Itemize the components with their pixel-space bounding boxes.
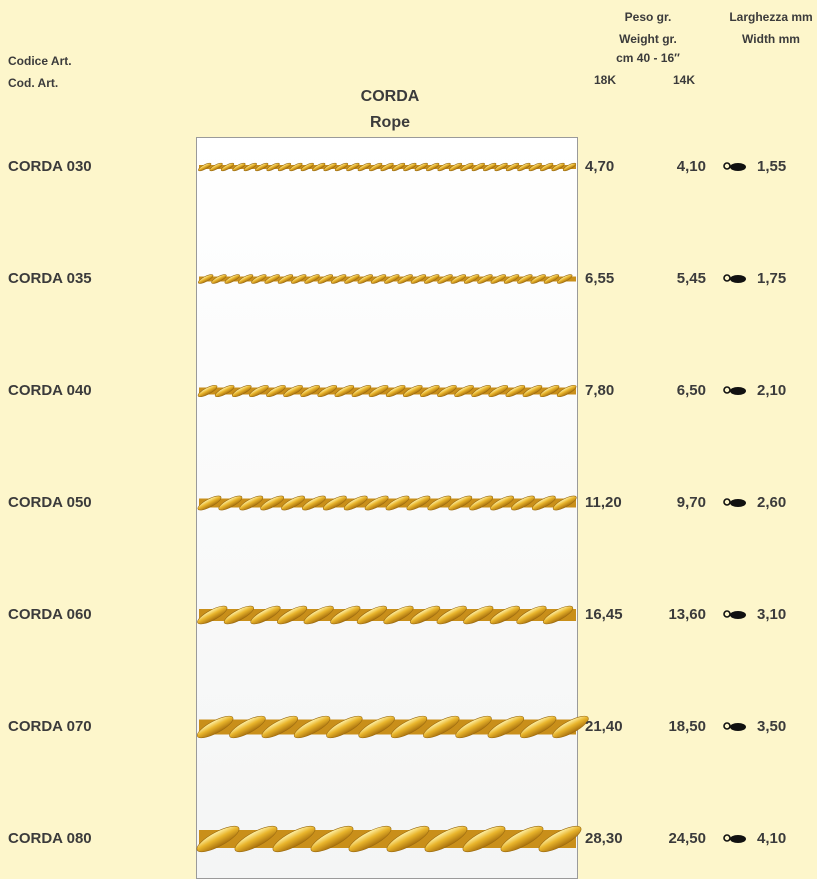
chain-image (197, 605, 576, 625)
width-value: 3,50 (757, 718, 787, 735)
item-code: CORDA 080 (8, 830, 92, 847)
width-value: 1,55 (757, 158, 787, 175)
weight-14k: 9,70 (676, 494, 706, 511)
clasp-icon (723, 498, 746, 507)
item-code: CORDA 050 (8, 494, 92, 511)
width-value: 3,10 (757, 606, 787, 623)
clasp-icon (723, 722, 746, 731)
product-subtitle: Rope (370, 114, 410, 131)
width-label-en: Width mm (742, 32, 800, 46)
weight-14k: 5,45 (676, 270, 706, 287)
weight-14k: 18,50 (668, 718, 706, 735)
chain-image (196, 825, 582, 853)
chain-image (197, 384, 577, 398)
item-code: CORDA 035 (8, 270, 92, 287)
weight-14k: 6,50 (676, 382, 706, 399)
chain-image (196, 715, 589, 739)
clasp-icon (723, 834, 746, 843)
width-value: 4,10 (757, 830, 787, 847)
weight-14k: 24,50 (668, 830, 706, 847)
clasp-icon (723, 162, 746, 171)
weight-18k: 11,20 (585, 494, 622, 511)
clasp-icon (723, 610, 746, 619)
width-label-it: Larghezza mm (729, 10, 813, 24)
chain-image (197, 274, 576, 284)
weight-18k: 4,70 (585, 158, 615, 175)
gold-18k-label: 18K (593, 73, 617, 87)
gold-14k-label: 14K (672, 73, 696, 87)
weight-label-it: Peso gr. (624, 10, 672, 24)
clasp-icon (723, 274, 746, 283)
clasp-icon (723, 386, 746, 395)
item-code: CORDA 070 (8, 718, 92, 735)
weight-18k: 16,45 (585, 606, 623, 623)
weight-18k: 6,55 (585, 270, 615, 287)
width-value: 2,60 (757, 494, 787, 511)
weight-18k: 21,40 (585, 718, 623, 735)
weight-14k: 4,10 (676, 158, 706, 175)
product-title: CORDA (360, 88, 420, 105)
weight-18k: 28,30 (585, 830, 623, 847)
code-label-en: Cod. Art. (8, 76, 59, 90)
item-code: CORDA 060 (8, 606, 92, 623)
chain-image (197, 495, 577, 511)
chain-image (198, 162, 577, 172)
weight-18k: 7,80 (585, 382, 615, 399)
width-value: 2,10 (757, 382, 787, 399)
item-code: CORDA 040 (8, 382, 92, 399)
weight-label-en: Weight gr. (619, 32, 677, 46)
item-code: CORDA 030 (8, 158, 92, 175)
code-label-it: Codice Art. (8, 54, 72, 68)
weight-14k: 13,60 (668, 606, 706, 623)
length-label: cm 40 - 16″ (616, 51, 680, 65)
width-value: 1,75 (757, 270, 787, 287)
